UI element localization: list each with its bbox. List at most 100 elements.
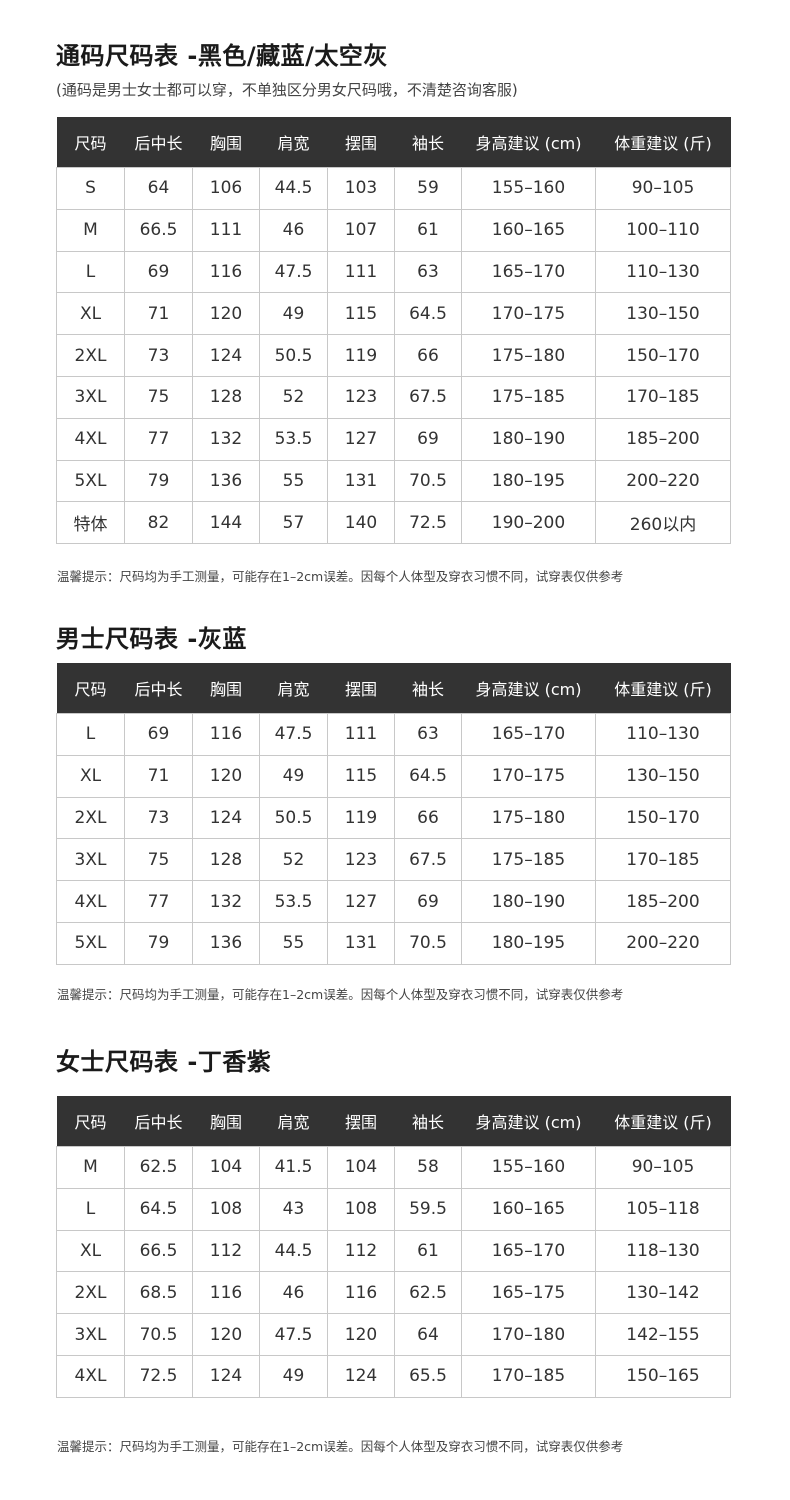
table-cell: 79 — [124, 459, 193, 503]
table-cell: 130–150 — [595, 292, 731, 336]
column-header: 后中长 — [124, 1096, 193, 1147]
table-cell: 44.5 — [259, 167, 328, 210]
table-cell: 71 — [124, 292, 193, 336]
table-cell: 130–142 — [595, 1271, 731, 1315]
table-row: 3XL 70.5 120 47.5 120 64 170–180 142–155 — [56, 1313, 731, 1356]
table-cell: 55 — [259, 921, 328, 965]
table-cell: 69 — [124, 250, 193, 294]
tip-note-women: 温馨提示：尺码均为手工测量，可能存在1–2cm误差。因每个人体型及穿衣习惯不同，… — [57, 1439, 624, 1454]
column-header: 胸围 — [192, 117, 260, 168]
table-cell: 115 — [327, 754, 395, 798]
header-row: 尺码 后中长 胸围 肩宽 摆围 袖长 身高建议 (cm) 体重建议 (斤) — [56, 1096, 731, 1147]
table-cell: 61 — [394, 208, 462, 252]
table-cell: 180–195 — [461, 921, 596, 965]
table-cell: 66 — [394, 796, 462, 840]
table-cell: 64.5 — [394, 292, 462, 336]
table-cell: 82 — [124, 501, 193, 545]
table-cell: 62.5 — [124, 1146, 193, 1189]
table-cell: 110–130 — [595, 250, 731, 294]
table-row: 4XL 72.5 124 49 124 65.5 170–185 150–165 — [56, 1354, 731, 1398]
table-cell: 100–110 — [595, 208, 731, 252]
table-row: M 62.5 104 41.5 104 58 155–160 90–105 — [56, 1146, 731, 1189]
table-cell: 160–165 — [461, 208, 596, 252]
table-cell: 3XL — [56, 1313, 125, 1356]
column-header: 袖长 — [394, 663, 462, 714]
table-cell: 124 — [192, 796, 260, 840]
column-header: 尺码 — [56, 117, 125, 168]
table-cell: 111 — [192, 208, 260, 252]
table-cell: 131 — [327, 459, 395, 503]
column-header: 袖长 — [394, 117, 462, 168]
column-header: 摆围 — [327, 1096, 395, 1147]
table-cell: 119 — [327, 796, 395, 840]
table-cell: 43 — [259, 1187, 328, 1231]
table-cell: 142–155 — [595, 1313, 731, 1356]
table-cell: 3XL — [56, 838, 125, 882]
table-cell: 170–185 — [461, 1354, 596, 1398]
table-cell: 4XL — [56, 1354, 125, 1398]
table-cell: 170–185 — [595, 838, 731, 882]
table-row: 5XL 79 136 55 131 70.5 180–195 200–220 — [56, 921, 731, 965]
table-cell: 105–118 — [595, 1187, 731, 1231]
column-header: 尺码 — [56, 663, 125, 714]
table-cell: 68.5 — [124, 1271, 193, 1315]
table-cell: 77 — [124, 417, 193, 461]
table-cell: 70.5 — [124, 1313, 193, 1356]
table-cell: 44.5 — [259, 1229, 328, 1273]
column-header: 摆围 — [327, 117, 395, 168]
table-cell: 2XL — [56, 334, 125, 377]
table-cell: 180–195 — [461, 459, 596, 503]
table-cell: 132 — [192, 417, 260, 461]
table-cell: 130–150 — [595, 754, 731, 798]
table-cell: 165–170 — [461, 250, 596, 294]
table-cell: 165–175 — [461, 1271, 596, 1315]
table-row: 5XL 79 136 55 131 70.5 180–195 200–220 — [56, 459, 731, 503]
table-cell: 79 — [124, 921, 193, 965]
table-cell: 136 — [192, 921, 260, 965]
table-cell: 175–185 — [461, 375, 596, 419]
table-cell: 49 — [259, 754, 328, 798]
table-cell: 70.5 — [394, 921, 462, 965]
column-header: 体重建议 (斤) — [595, 117, 731, 168]
table-cell: 63 — [394, 250, 462, 294]
table-cell: S — [56, 167, 125, 210]
table-cell: XL — [56, 292, 125, 336]
table-cell: 53.5 — [259, 880, 328, 923]
table-cell: 52 — [259, 838, 328, 882]
table-cell: 180–190 — [461, 880, 596, 923]
table-cell: 155–160 — [461, 1146, 596, 1189]
column-header: 身高建议 (cm) — [461, 117, 596, 168]
table-cell: 110–130 — [595, 713, 731, 756]
tip-note-unisex: 温馨提示：尺码均为手工测量，可能存在1–2cm误差。因每个人体型及穿衣习惯不同，… — [57, 569, 624, 584]
table-cell: 47.5 — [259, 713, 328, 756]
table-cell: 140 — [327, 501, 395, 545]
table-cell: 5XL — [56, 921, 125, 965]
table-cell: 128 — [192, 838, 260, 882]
table-cell: 90–105 — [595, 167, 731, 210]
column-header: 肩宽 — [259, 663, 328, 714]
tip-note-men: 温馨提示：尺码均为手工测量，可能存在1–2cm误差。因每个人体型及穿衣习惯不同，… — [57, 987, 624, 1002]
table-cell: 58 — [394, 1146, 462, 1189]
table-cell: 116 — [192, 1271, 260, 1315]
header-row: 尺码 后中长 胸围 肩宽 摆围 袖长 身高建议 (cm) 体重建议 (斤) — [56, 663, 731, 714]
table-cell: 69 — [394, 880, 462, 923]
table-cell: 64 — [124, 167, 193, 210]
table-cell: 131 — [327, 921, 395, 965]
table-cell: 59 — [394, 167, 462, 210]
table-cell: M — [56, 1146, 125, 1189]
table-cell: 150–165 — [595, 1354, 731, 1398]
table-cell: XL — [56, 754, 125, 798]
table-cell: 47.5 — [259, 250, 328, 294]
table-row: 2XL 68.5 116 46 116 62.5 165–175 130–142 — [56, 1271, 731, 1315]
table-cell: 特体 — [56, 501, 125, 545]
table-cell: 46 — [259, 1271, 328, 1315]
table-cell: 185–200 — [595, 880, 731, 923]
table-cell: 132 — [192, 880, 260, 923]
table-cell: 50.5 — [259, 796, 328, 840]
table-row: 特体 82 144 57 140 72.5 190–200 260以内 — [56, 501, 731, 545]
table-cell: 106 — [192, 167, 260, 210]
table-cell: 49 — [259, 1354, 328, 1398]
column-header: 身高建议 (cm) — [461, 663, 596, 714]
table-cell: 124 — [192, 1354, 260, 1398]
table-cell: 170–180 — [461, 1313, 596, 1356]
